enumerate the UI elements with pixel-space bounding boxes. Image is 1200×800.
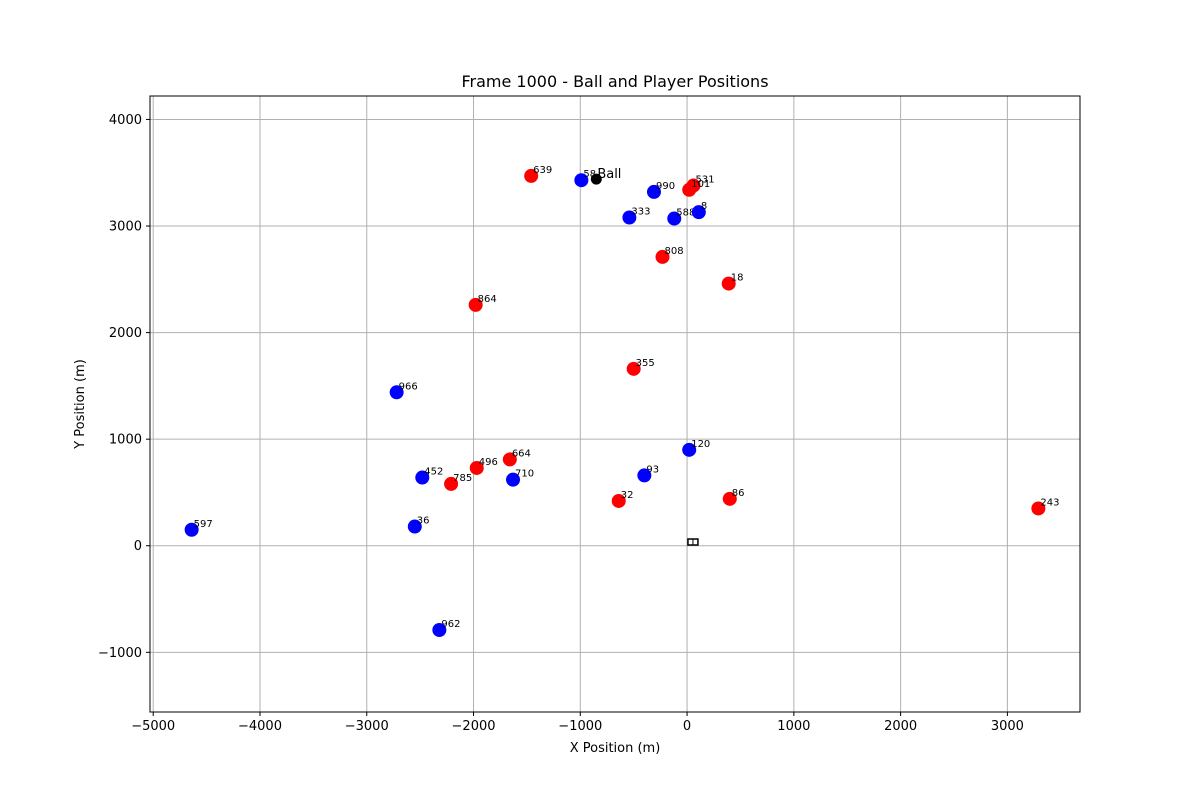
player-label: 966: [399, 381, 418, 392]
player-label: 664: [512, 448, 531, 459]
player-point: [682, 442, 697, 457]
player-point: [667, 211, 682, 226]
player-label: 93: [646, 464, 659, 475]
player-point: [646, 184, 661, 199]
player-point: [468, 297, 483, 312]
player-label: 864: [478, 294, 497, 305]
player-label: 333: [631, 206, 650, 217]
grid-lines: [150, 96, 1080, 712]
y-tick-label: 1000: [109, 433, 142, 448]
x-tick-label: 2000: [884, 719, 917, 734]
player-label: 710: [515, 469, 534, 480]
plot-frame: [149, 95, 1081, 713]
player-point: [574, 173, 589, 188]
y-tick-label: 4000: [109, 113, 142, 128]
x-tick-label: −3000: [345, 719, 389, 734]
player-point: [184, 522, 199, 537]
player-point: [415, 470, 430, 485]
player-label: 120: [691, 439, 710, 450]
player-label: 531: [695, 175, 714, 186]
player-point: [469, 460, 484, 475]
player-label: 58: [583, 169, 596, 180]
player-point: [506, 472, 521, 487]
x-tick-label: −4000: [238, 719, 282, 734]
chart-title: Frame 1000 - Ball and Player Positions: [461, 72, 768, 91]
y-tick-label: −1000: [98, 646, 142, 661]
x-tick-label: 1000: [777, 719, 810, 734]
player-point: [502, 452, 517, 467]
x-tick-label: 3000: [991, 719, 1024, 734]
player-label: 86: [732, 488, 745, 499]
player-label: 18: [731, 273, 744, 284]
x-tick-label: 0: [683, 719, 691, 734]
axis-ticks: −5000 −4000 −3000 −2000 −1000 0 1000 2000 3000 −1…: [98, 113, 1024, 734]
player-label: 496: [479, 457, 498, 468]
player-label: 101: [691, 179, 710, 190]
player-point: [432, 622, 447, 637]
ball-point: [590, 173, 602, 185]
player-point: [389, 385, 404, 400]
player-point: [682, 182, 697, 197]
player-point: [722, 491, 737, 506]
player-point: [626, 361, 641, 376]
player-point: [637, 468, 652, 483]
y-axis-label: Y Position (m): [73, 359, 88, 450]
player-label: 243: [1040, 497, 1059, 508]
ball-label: Ball: [597, 167, 621, 182]
player-point: [444, 476, 459, 491]
player-point: [721, 276, 736, 291]
player-point: [691, 205, 706, 220]
player-label: 962: [441, 619, 460, 630]
player-label: 639: [533, 165, 552, 176]
player-point: [655, 249, 670, 264]
player-label: 355: [636, 358, 655, 369]
player-point: [611, 493, 626, 508]
player-label: 990: [656, 181, 675, 192]
player-label: 785: [453, 473, 472, 484]
player-label: 597: [194, 519, 213, 530]
player-label: 8: [701, 201, 707, 212]
player-label: 36: [417, 516, 430, 527]
player-label: 808: [665, 246, 684, 257]
x-axis-label: X Position (m): [570, 741, 661, 756]
x-tick-label: −2000: [452, 719, 496, 734]
y-tick-label: 2000: [109, 326, 142, 341]
player-point: [407, 519, 422, 534]
x-tick-label: −5000: [131, 719, 175, 734]
player-label: 588: [676, 208, 695, 219]
player-label: 32: [621, 490, 634, 501]
y-tick-label: 0: [134, 539, 142, 554]
player-point: [622, 210, 637, 225]
player-point: [1031, 501, 1046, 516]
player-label: 452: [424, 467, 443, 478]
y-tick-label: 3000: [109, 220, 142, 235]
x-tick-label: −1000: [558, 719, 602, 734]
player-point: [524, 168, 539, 183]
